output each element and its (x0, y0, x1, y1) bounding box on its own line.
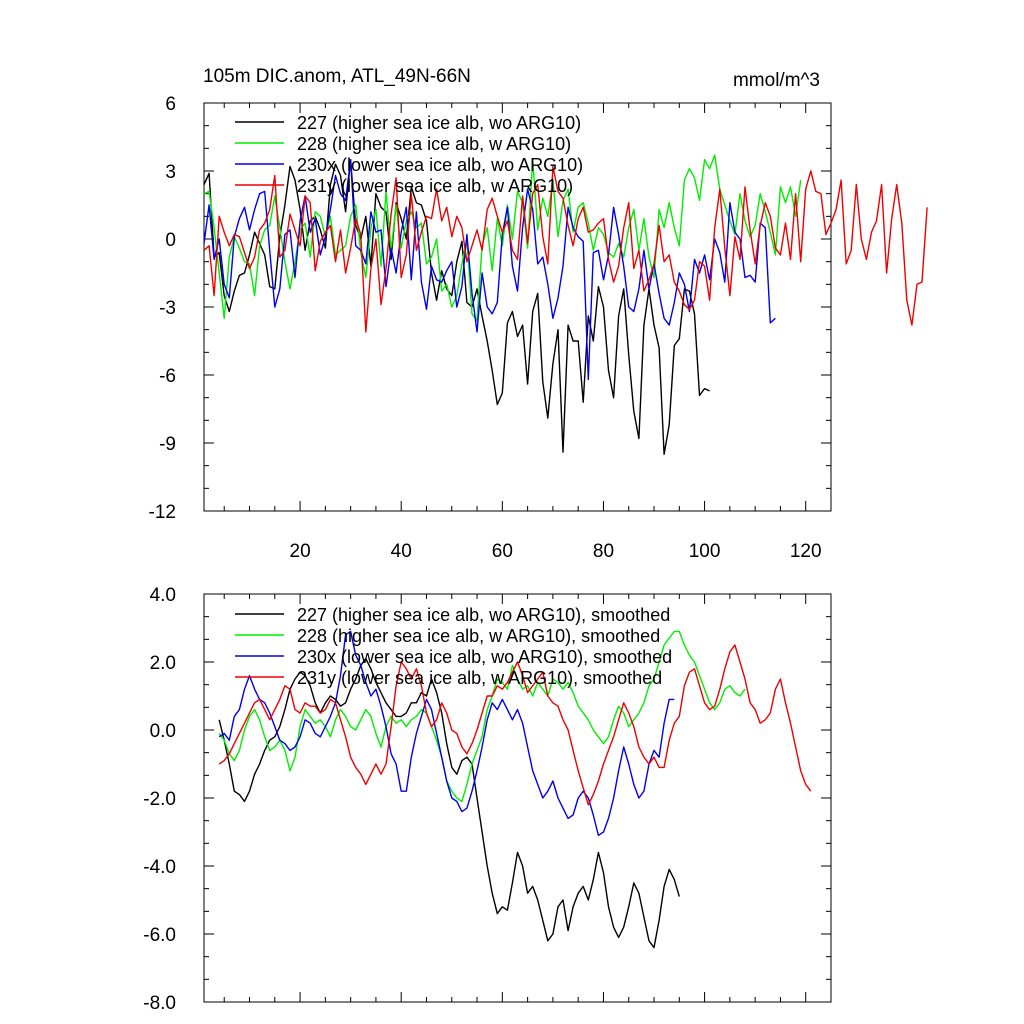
y-tick-label: -6.0 (143, 925, 176, 946)
units-label: mmol/m^3 (733, 70, 820, 91)
legend-label-227: 227 (higher sea ice alb, wo ARG10) (297, 113, 581, 133)
x-tick-label: 20 (290, 541, 311, 562)
y-tick-label: -4.0 (143, 857, 176, 878)
x-tick-label: 40 (391, 541, 412, 562)
legend-label-231: 231y (lower sea ice alb, w ARG10) (297, 176, 573, 196)
series-line-228 (218, 630, 746, 803)
x-tick-label: 60 (492, 541, 513, 562)
legend-label-230: 230x (lower sea ice alb, wo ARG10), smoo… (297, 647, 672, 667)
y-tick-label: 3 (165, 162, 176, 183)
y-tick-label: 4.0 (150, 585, 176, 606)
y-tick-label: -6 (159, 366, 176, 387)
series-line-228 (203, 154, 802, 322)
x-tick-label: 120 (790, 541, 822, 562)
legend-label-228: 228 (higher sea ice alb, w ARG10), smoot… (297, 626, 660, 646)
series-line-227 (203, 158, 710, 455)
series-line-227 (218, 657, 680, 949)
series-line-231 (218, 644, 812, 806)
y-tick-label: -3 (159, 298, 176, 319)
legend-label-231: 231y (lower sea ice alb, w ARG10), smoot… (297, 668, 662, 688)
x-tick-label: 80 (593, 541, 614, 562)
series-line-230 (218, 630, 675, 837)
y-tick-label: -2.0 (143, 789, 176, 810)
y-tick-label: -9 (159, 434, 176, 455)
y-tick-label: 0.0 (150, 721, 176, 742)
bottom-panel: -8.0 -6.0 -4.0 -2.0 0.0 2.0 4.0 227 (higher sea… (143, 585, 832, 1014)
y-tick-label: -12 (149, 502, 176, 523)
series-line-230 (203, 158, 776, 381)
x-tick-label: 100 (689, 541, 721, 562)
y-tick-label: 0 (165, 230, 176, 251)
y-tick-label: 6 (165, 94, 176, 115)
series-line-231 (203, 165, 928, 333)
legend-label-228: 228 (higher sea ice alb, w ARG10) (297, 134, 571, 154)
y-tick-label: -8.0 (143, 993, 176, 1014)
legend-label-227: 227 (higher sea ice alb, wo ARG10), smoo… (297, 605, 670, 625)
legend-label-230: 230x (lower sea ice alb, wo ARG10) (297, 155, 583, 175)
top-panel: -12 -9 -6 -3 0 3 6 20 40 60 80 100 120 227 (higher se… (149, 94, 928, 562)
chart-title: 105m DIC.anom, ATL_49N-66N (203, 66, 471, 87)
y-tick-label: 2.0 (150, 653, 176, 674)
